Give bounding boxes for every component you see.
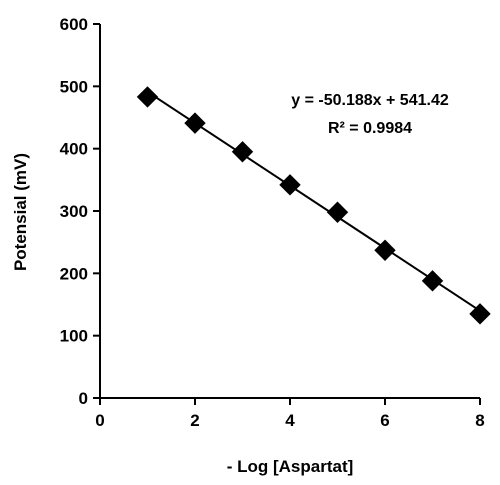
y-tick-label: 200 [60,264,88,283]
trendline-layer [146,90,481,312]
labels: 0 100 200 300 400 500 600 0 2 4 6 8 [60,15,485,430]
y-axis-title: Potensial (mV) [11,153,30,271]
y-tick-label: 600 [60,15,88,34]
data-point-diamond [184,112,206,134]
data-points [136,86,491,325]
x-axis-title: - Log [Aspartat] [227,457,354,476]
y-tick-label: 400 [60,140,88,159]
data-point-diamond [326,201,349,223]
data-point-diamond [136,86,159,108]
data-point-diamond [469,303,491,325]
trendline-equation: y = -50.188x + 541.42 [291,92,449,109]
trendline-r-squared: R² = 0.9984 [328,120,412,137]
x-tick-label: 2 [190,411,199,430]
y-tick-label: 0 [79,389,88,408]
tick-marks [93,23,481,405]
data-point-diamond [231,141,254,163]
y-tick-label: 100 [60,327,88,346]
data-point-diamond [374,239,396,261]
x-tick-label: 6 [380,411,389,430]
x-tick-label: 8 [475,411,484,430]
axes [99,24,480,399]
trendline [146,90,481,312]
y-tick-label: 300 [60,202,88,221]
data-point-diamond [279,174,301,196]
x-tick-label: 4 [285,411,295,430]
x-tick-label: 0 [95,411,104,430]
data-point-diamond [421,270,444,292]
y-tick-label: 500 [60,77,88,96]
